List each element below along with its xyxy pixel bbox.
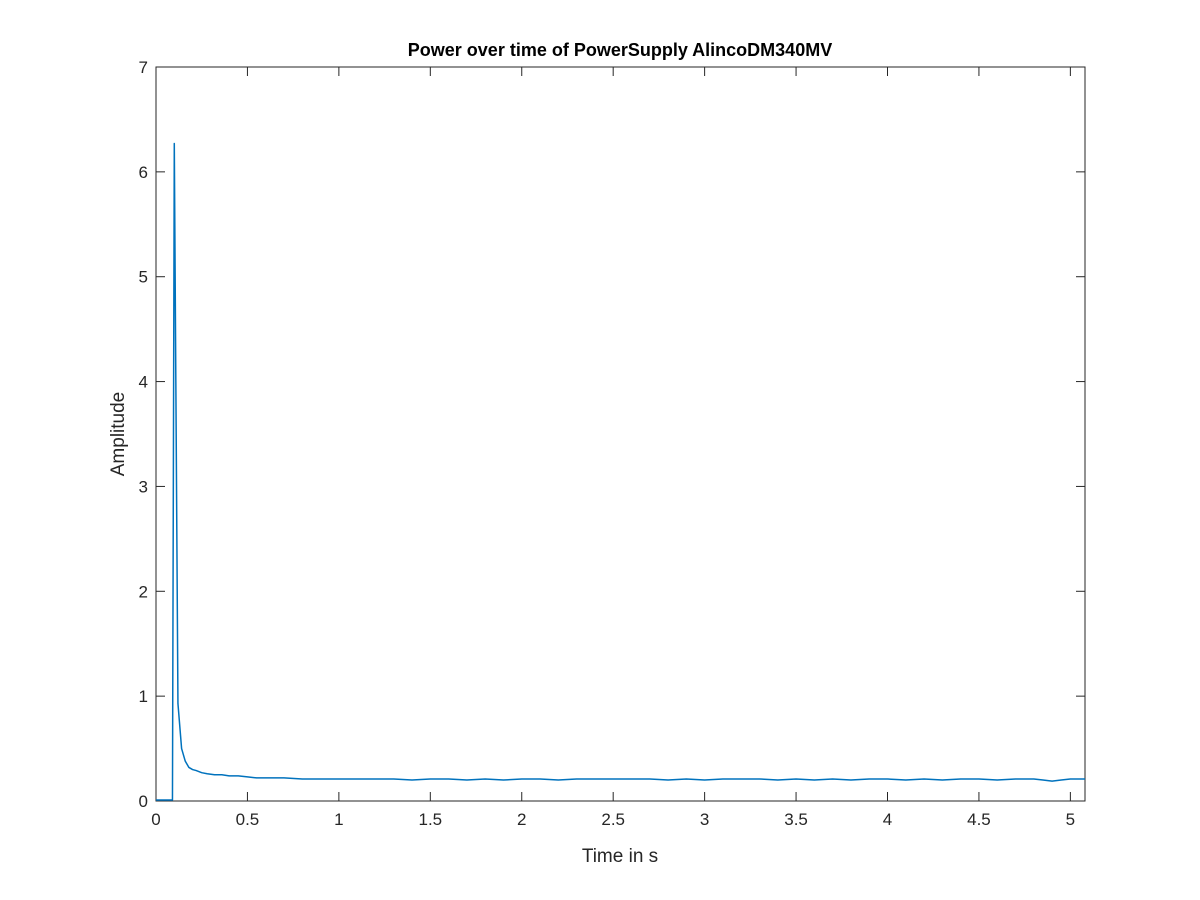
x-tick-label: 2: [517, 810, 526, 829]
x-tick-label: 5: [1066, 810, 1075, 829]
y-tick-label: 4: [139, 373, 148, 392]
x-tick-label: 4.5: [967, 810, 991, 829]
y-tick-label: 5: [139, 268, 148, 287]
x-tick-label: 3: [700, 810, 709, 829]
x-axis: 0 0.5 1 1.5 2 2.5 3 3.5 4 4.5 5: [151, 67, 1075, 829]
y-tick-label: 7: [139, 58, 148, 77]
x-tick-label: 0.5: [236, 810, 260, 829]
chart-title: Power over time of PowerSupply AlincoDM3…: [408, 40, 832, 60]
y-tick-label: 0: [139, 792, 148, 811]
y-tick-label: 1: [139, 687, 148, 706]
x-tick-label: 0: [151, 810, 160, 829]
x-tick-label: 4: [883, 810, 892, 829]
y-axis-label: Amplitude: [108, 392, 129, 477]
x-tick-label: 3.5: [784, 810, 808, 829]
plot-area-frame: [155, 66, 1086, 802]
x-tick-label: 1: [334, 810, 343, 829]
series-line: [156, 142, 1085, 801]
y-tick-label: 6: [139, 163, 148, 182]
y-tick-label: 2: [139, 582, 148, 601]
x-axis-label: Time in s: [582, 846, 658, 867]
x-tick-label: 1.5: [418, 810, 442, 829]
x-tick-label: 2.5: [601, 810, 625, 829]
y-tick-label: 3: [139, 477, 148, 496]
y-axis: 0 1 2 3 4 5 6 7: [139, 58, 1085, 811]
